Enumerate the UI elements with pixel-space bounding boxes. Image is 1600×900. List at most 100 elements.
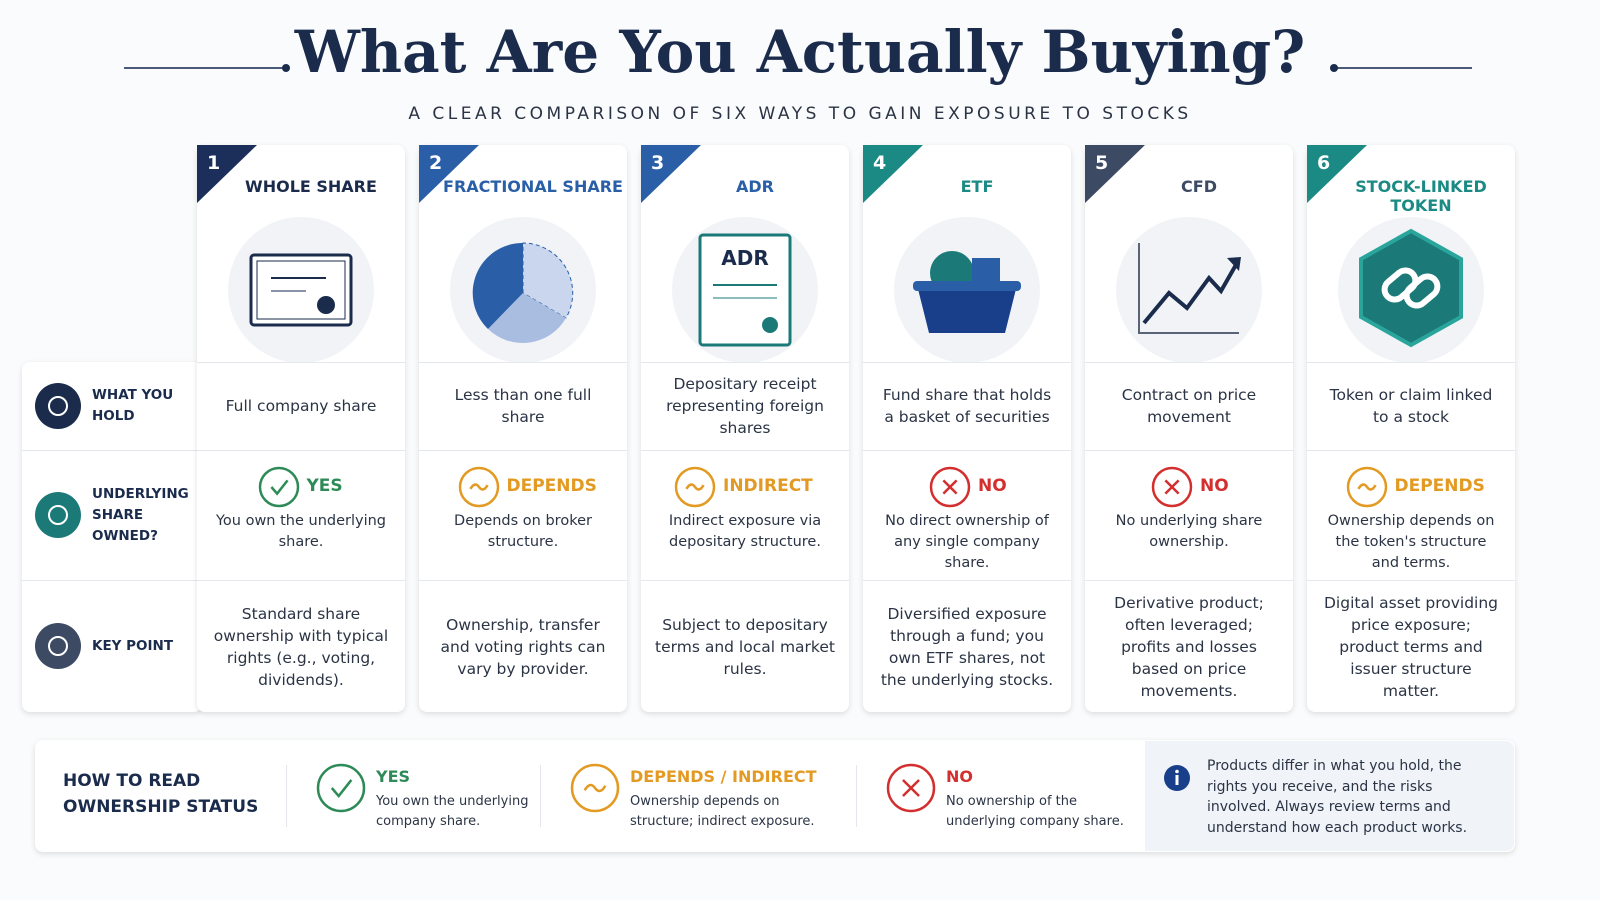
status-note: No underlying share ownership. — [1115, 513, 1263, 550]
legend-text: You own the underlying company share. — [376, 794, 529, 829]
row-separator — [22, 450, 202, 451]
status-icon — [1346, 466, 1387, 508]
status-icon — [886, 763, 936, 813]
row-separator — [1307, 362, 1515, 363]
column-icon — [1338, 217, 1484, 363]
column-name: ADR — [736, 177, 774, 196]
row-icon — [35, 383, 81, 429]
legend-divider — [540, 765, 541, 827]
column-number: 6 — [1317, 152, 1331, 174]
status-icon — [1151, 466, 1193, 508]
status-label: YES — [306, 476, 343, 496]
row-separator — [863, 362, 1071, 363]
row-separator — [863, 580, 1071, 581]
column-name: CFD — [1181, 177, 1217, 196]
legend-note-bg — [1145, 741, 1514, 851]
row-separator — [1307, 450, 1515, 451]
status-note: You own the underlying share. — [215, 513, 387, 550]
number-badge — [1085, 145, 1145, 203]
row-separator — [1085, 450, 1293, 451]
status-label: DEPENDS — [1394, 476, 1485, 496]
legend-divider — [286, 765, 287, 827]
hold-text: Depositary receipt representing foreign … — [666, 375, 824, 437]
icon-label: ADR — [721, 246, 768, 270]
column-number: 1 — [207, 152, 221, 174]
number-badge — [863, 145, 923, 203]
status-icon — [674, 466, 716, 508]
subtitle: A CLEAR COMPARISON OF SIX WAYS TO GAIN E… — [408, 104, 1192, 124]
column-number: 3 — [651, 152, 665, 174]
legend-label: DEPENDS / INDIRECT — [630, 767, 817, 786]
number-badge — [419, 145, 479, 203]
column-icon: ADR — [672, 217, 818, 363]
row-separator — [1085, 362, 1293, 363]
legend-note: Products differ in what you hold, the ri… — [1207, 758, 1468, 836]
key-point: Derivative product; often leveraged; pro… — [1114, 594, 1264, 700]
column-name: STOCK-LINKED TOKEN — [1355, 177, 1487, 215]
status-icon — [458, 466, 499, 508]
status-icon — [258, 466, 299, 508]
number-badge — [197, 145, 257, 203]
row-separator — [641, 580, 849, 581]
status-note: Depends on broker structure. — [454, 513, 592, 550]
hold-text: Contract on price movement — [1121, 386, 1257, 426]
title-rules — [124, 64, 1472, 72]
column-name: ETF — [960, 177, 994, 196]
hold-text: Less than one full share — [454, 386, 592, 426]
legend-text: No ownership of the underlying company s… — [946, 794, 1124, 829]
row-separator — [641, 450, 849, 451]
row-label: UNDERLYING SHARE OWNED? — [92, 485, 189, 544]
row-separator — [197, 580, 405, 581]
row-label: KEY POINT — [92, 637, 174, 654]
row-separator — [197, 362, 405, 363]
hold-text: Fund share that holds a basket of securi… — [882, 386, 1052, 426]
column-icon — [894, 217, 1040, 363]
column-name: WHOLE SHARE — [245, 177, 377, 196]
status-icon — [570, 763, 620, 813]
row-separator — [197, 450, 405, 451]
key-point: Digital asset providing price exposure; … — [1323, 594, 1499, 700]
row-separator — [641, 362, 849, 363]
number-badge — [1307, 145, 1367, 203]
number-badge — [641, 145, 701, 203]
column-icon — [228, 217, 374, 363]
legend-label: YES — [376, 767, 411, 786]
row-separator — [1307, 580, 1515, 581]
key-point: Subject to depositary terms and local ma… — [655, 616, 835, 678]
status-note: Indirect exposure via depositary structu… — [668, 513, 822, 550]
row-separator — [1085, 580, 1293, 581]
status-label: NO — [978, 476, 1007, 496]
row-separator — [419, 450, 627, 451]
status-icon — [929, 466, 971, 508]
column-number: 4 — [873, 152, 887, 174]
row-separator — [419, 580, 627, 581]
status-label: DEPENDS — [506, 476, 597, 496]
hold-text: Token or claim linked to a stock — [1329, 386, 1493, 426]
row-separator — [863, 450, 1071, 451]
key-point: Standard share ownership with typical ri… — [213, 605, 389, 689]
legend-divider — [856, 765, 857, 827]
title: What Are You Actually Buying? — [294, 18, 1306, 86]
row-label: WHAT YOU HOLD — [92, 387, 174, 424]
status-label: NO — [1200, 476, 1229, 496]
status-label: INDIRECT — [723, 476, 813, 496]
legend-label: NO — [946, 767, 973, 786]
key-point: Ownership, transfer and voting rights ca… — [440, 616, 606, 678]
status-note: No direct ownership of any single compan… — [885, 513, 1049, 571]
status-note: Ownership depends on the token's structu… — [1327, 513, 1495, 571]
legend-title: HOW TO READ OWNERSHIP STATUS — [63, 771, 259, 817]
column-icon — [450, 217, 596, 363]
column-number: 5 — [1095, 152, 1109, 174]
hold-text: Full company share — [225, 397, 377, 415]
row-separator — [22, 580, 202, 581]
legend-text: Ownership depends on structure; indirect… — [630, 794, 815, 829]
status-icon — [316, 763, 366, 813]
column-name: FRACTIONAL SHARE — [443, 177, 623, 196]
column-number: 2 — [429, 152, 443, 174]
row-separator — [419, 362, 627, 363]
row-icon — [35, 492, 81, 538]
row-icon — [35, 623, 81, 669]
info-icon — [1164, 765, 1190, 791]
column-icon — [1116, 217, 1262, 363]
